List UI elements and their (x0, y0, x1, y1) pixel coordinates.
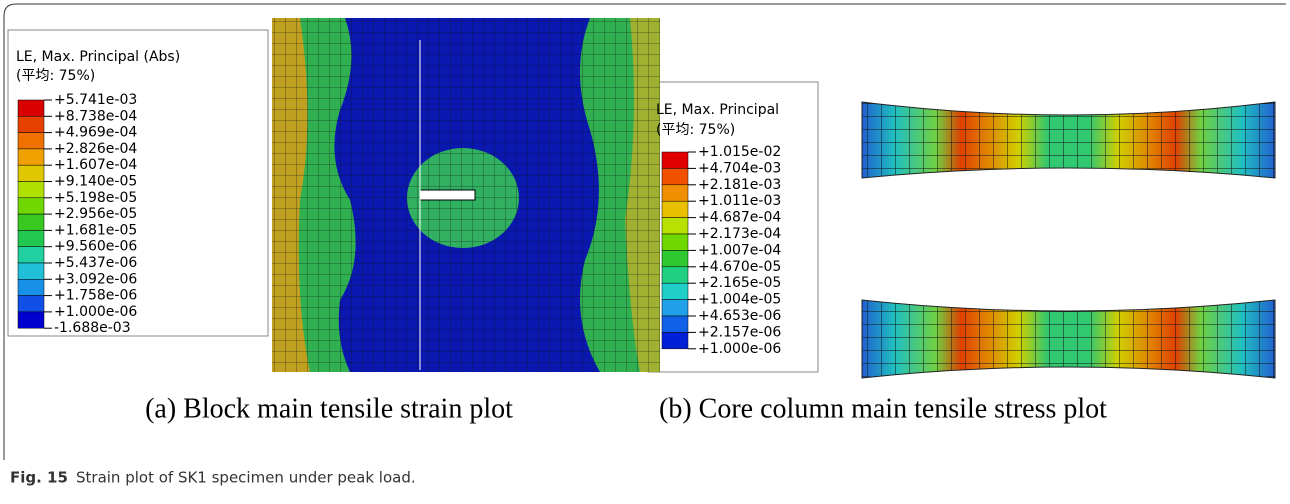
legend-swatch (661, 168, 689, 186)
legend-label: +4.670e-05 (698, 259, 781, 275)
legend-swatch (17, 197, 45, 215)
legend-label: +9.140e-05 (54, 174, 137, 190)
legend-swatch (661, 217, 689, 235)
legend-title: LE, Max. Principal (Abs) (16, 49, 180, 65)
column-image (861, 101, 1276, 379)
legend-swatch (17, 99, 45, 117)
legend-label: +2.165e-05 (698, 275, 781, 291)
legend-label: +9.560e-06 (54, 239, 137, 255)
legend-label: +1.000e-06 (54, 304, 137, 320)
legend-swatch (661, 315, 689, 333)
legend-label: +1.758e-06 (54, 288, 137, 304)
legend-label: +1.011e-03 (698, 193, 781, 209)
legend-subtitle: (平均: 75%) (656, 122, 735, 138)
legend-swatch (17, 148, 45, 166)
legend-label: +5.198e-05 (54, 190, 137, 206)
legend-subtitle: (平均: 75%) (16, 68, 95, 84)
legend-label: +1.681e-05 (54, 222, 137, 238)
legend-label: +2.157e-06 (698, 324, 781, 340)
legend-label: +1.015e-02 (698, 144, 781, 160)
legend-swatch (661, 332, 689, 350)
frame (3, 3, 1286, 460)
legend-swatch (17, 181, 45, 199)
legend-label: +2.826e-04 (54, 141, 137, 157)
legend-swatch (17, 262, 45, 280)
legend-label: +4.969e-04 (54, 125, 137, 141)
legend-swatch (661, 250, 689, 268)
legend-label: +2.173e-04 (698, 226, 781, 242)
legend-swatch (661, 299, 689, 317)
legend-label: +1.004e-05 (698, 292, 781, 308)
legend-label: +1.007e-04 (698, 242, 781, 258)
legend-label: +4.653e-06 (698, 308, 781, 324)
legend-label: +1.607e-04 (54, 157, 137, 173)
figure-label: Fig. 15 (10, 469, 68, 487)
legend-swatch (17, 279, 45, 296)
legend-label: +8.738e-04 (54, 108, 137, 124)
legend-swatch (17, 116, 45, 133)
legend-swatch (661, 200, 689, 218)
legend-swatch (17, 164, 45, 182)
legend-swatch (17, 295, 45, 313)
legend-swatch (661, 266, 689, 284)
legend-label: +4.704e-03 (698, 160, 781, 176)
legend-swatch (17, 230, 45, 247)
figure-caption: Strain plot of SK1 specimen under peak l… (76, 469, 416, 487)
legend-swatch (17, 311, 45, 329)
legend-box (7, 29, 269, 337)
legend-swatch (661, 233, 689, 251)
legend-swatch (661, 282, 689, 300)
legend-label: +5.437e-06 (54, 255, 137, 271)
block-image (272, 18, 660, 372)
subcaption: (a) Block main tensile strain plot (145, 393, 513, 424)
legend-swatch (661, 151, 689, 169)
legend-swatch (17, 213, 45, 231)
legend-title: LE, Max. Principal (656, 102, 779, 118)
legend-label: -1.688e-03 (54, 320, 131, 336)
legend-label: +5.741e-03 (54, 92, 137, 108)
legend-swatch (17, 132, 45, 150)
legend-swatch (661, 184, 689, 202)
legend-label: +4.687e-04 (698, 210, 781, 226)
legend-label: +2.956e-05 (54, 206, 137, 222)
legend-swatch (17, 246, 45, 264)
subcaption: (b) Core column main tensile stress plot (659, 393, 1107, 424)
legend-label: +2.181e-03 (698, 177, 781, 193)
legend-label: +3.092e-06 (54, 271, 137, 287)
legend-label: +1.000e-06 (698, 341, 781, 357)
